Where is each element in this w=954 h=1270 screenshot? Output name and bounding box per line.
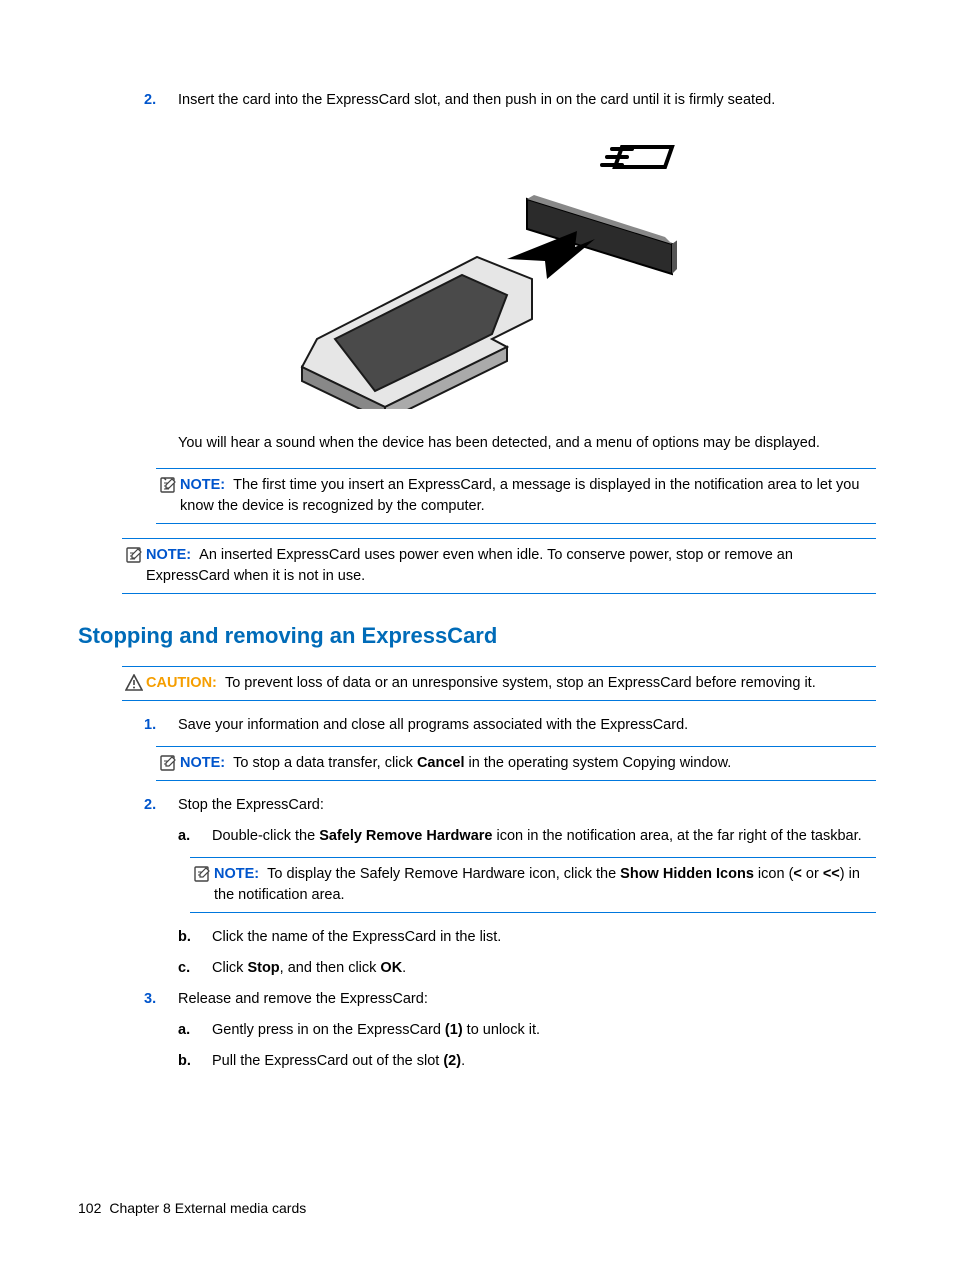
t2: to unlock it. [463,1022,540,1038]
step-2-followup: You will hear a sound when the device ha… [178,433,876,454]
t1: Pull the ExpressCard out of the slot [212,1053,443,1069]
note-icon [122,545,146,564]
page-footer: 102 Chapter 8 External media cards [78,1198,306,1218]
t1: Gently press in on the ExpressCard [212,1022,445,1038]
note-icon [190,864,214,883]
note-first-insert: NOTE: The first time you insert an Expre… [156,468,876,524]
t2: , and then click [280,960,381,976]
step-2b: b. Click the name of the ExpressCard in … [178,927,876,948]
substep-label: a. [178,826,212,847]
t2: . [461,1053,465,1069]
step-text: Save your information and close all prog… [178,715,876,736]
content-area: 2. Insert the card into the ExpressCard … [78,90,876,1072]
substep-body: Gently press in on the ExpressCard (1) t… [212,1020,876,1041]
t1: To display the Safely Remove Hardware ic… [267,866,620,882]
note-body: NOTE: To stop a data transfer, click Can… [180,753,876,774]
step-2: 2. Insert the card into the ExpressCard … [144,90,876,111]
substep-label: b. [178,927,212,948]
substep-label: c. [178,958,212,979]
note-body: NOTE: The first time you insert an Expre… [180,475,876,517]
step-text: Insert the card into the ExpressCard slo… [178,90,876,111]
step-3b: b. Pull the ExpressCard out of the slot … [178,1051,876,1072]
b1: (1) [445,1022,463,1038]
page-number: 102 [78,1200,101,1216]
chapter-title: Chapter 8 External media cards [109,1200,306,1216]
step-number: 3. [144,989,178,1010]
substep-body: Click Stop, and then click OK. [212,958,876,979]
text-pre: Double-click the [212,828,319,844]
substep-text: Click the name of the ExpressCard in the… [212,927,876,948]
b3: << [823,866,840,882]
step-text: Stop the ExpressCard: [178,795,876,816]
step-number: 1. [144,715,178,736]
t1: Click [212,960,247,976]
text-bold: Safely Remove Hardware [319,828,492,844]
note-post: in the operating system Copying window. [465,755,732,771]
step-2c: c. Click Stop, and then click OK. [178,958,876,979]
step-1: 1. Save your information and close all p… [144,715,876,736]
note-text: An inserted ExpressCard uses power even … [146,547,793,584]
note-bold: Cancel [417,755,465,771]
page: 2. Insert the card into the ExpressCard … [0,0,954,1270]
caution-block: CAUTION: To prevent loss of data or an u… [122,666,876,701]
substep-body: Double-click the Safely Remove Hardware … [212,826,876,847]
text-post: icon in the notification area, at the fa… [492,828,861,844]
b2: OK [380,960,402,976]
t2: icon ( [754,866,794,882]
note-show-hidden: NOTE: To display the Safely Remove Hardw… [190,857,876,913]
caution-label: CAUTION: [146,675,217,691]
b1: (2) [443,1053,461,1069]
caution-icon [122,673,146,692]
note-text: The first time you insert an ExpressCard… [180,477,859,514]
step-2-stop: 2. Stop the ExpressCard: [144,795,876,816]
t3: or [802,866,823,882]
note-label: NOTE: [214,866,259,882]
note-power: NOTE: An inserted ExpressCard uses power… [122,538,876,594]
t3: . [402,960,406,976]
b1: Show Hidden Icons [620,866,754,882]
step-number: 2. [144,795,178,816]
section-heading: Stopping and removing an ExpressCard [78,620,876,652]
step-text: Release and remove the ExpressCard: [178,989,876,1010]
substep-label: b. [178,1051,212,1072]
caution-body: CAUTION: To prevent loss of data or an u… [146,673,876,694]
substep-body: Pull the ExpressCard out of the slot (2)… [212,1051,876,1072]
b2: < [793,866,801,882]
note-label: NOTE: [180,477,225,493]
note-label: NOTE: [180,755,225,771]
caution-text: To prevent loss of data or an unresponsi… [225,675,816,691]
note-icon [156,475,180,494]
step-3a: a. Gently press in on the ExpressCard (1… [178,1020,876,1041]
step-number: 2. [144,90,178,111]
substep-label: a. [178,1020,212,1041]
step-2a: a. Double-click the Safely Remove Hardwa… [178,826,876,847]
expresscard-illustration [78,129,876,409]
note-pre: To stop a data transfer, click [233,755,417,771]
note-label: NOTE: [146,547,191,563]
note-cancel-transfer: NOTE: To stop a data transfer, click Can… [156,746,876,781]
note-body: NOTE: An inserted ExpressCard uses power… [146,545,876,587]
note-body: NOTE: To display the Safely Remove Hardw… [214,864,876,906]
step-3: 3. Release and remove the ExpressCard: [144,989,876,1010]
b1: Stop [247,960,279,976]
note-icon [156,753,180,772]
